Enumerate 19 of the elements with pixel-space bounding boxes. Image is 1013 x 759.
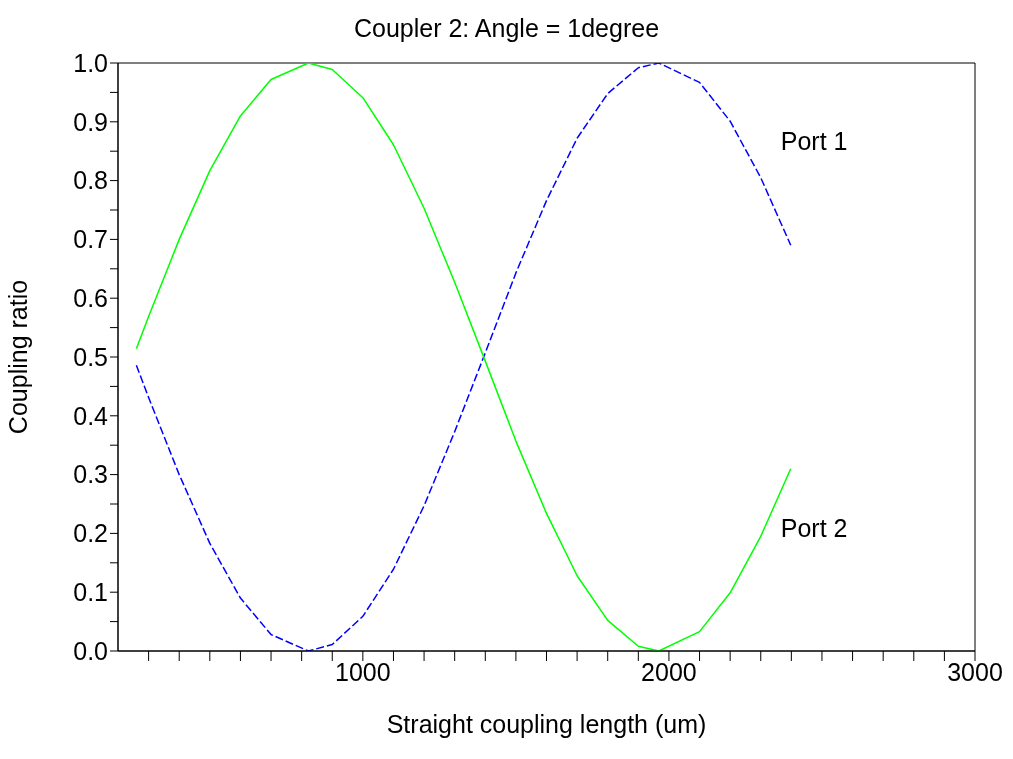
- y-tick-label: 0.9: [73, 107, 108, 136]
- x-tick-label: 2000: [641, 657, 697, 686]
- y-tick-label: 0.1: [73, 578, 108, 607]
- y-tick-label: 1.0: [73, 48, 108, 77]
- y-tick-label: 0.5: [73, 342, 108, 371]
- y-tick-label: 0.4: [73, 401, 109, 430]
- x-tick-label: 3000: [947, 657, 1003, 686]
- series-label: Port 2: [780, 513, 848, 542]
- y-tick-label: 0.2: [73, 519, 108, 548]
- y-tick-label: 0.3: [73, 460, 108, 489]
- y-axis-title: Coupling ratio: [3, 279, 32, 435]
- y-tick-label: 0.6: [73, 284, 108, 313]
- x-axis-title: Straight coupling length (um): [386, 710, 707, 738]
- series-label: Port 1: [780, 127, 848, 156]
- y-tick-label: 0.0: [73, 636, 108, 665]
- x-tick-label: 1000: [335, 657, 391, 686]
- y-tick-label: 0.8: [73, 166, 108, 195]
- chart-title: Coupler 2: Angle = 1degree: [352, 13, 661, 44]
- y-tick-label: 0.7: [73, 225, 108, 254]
